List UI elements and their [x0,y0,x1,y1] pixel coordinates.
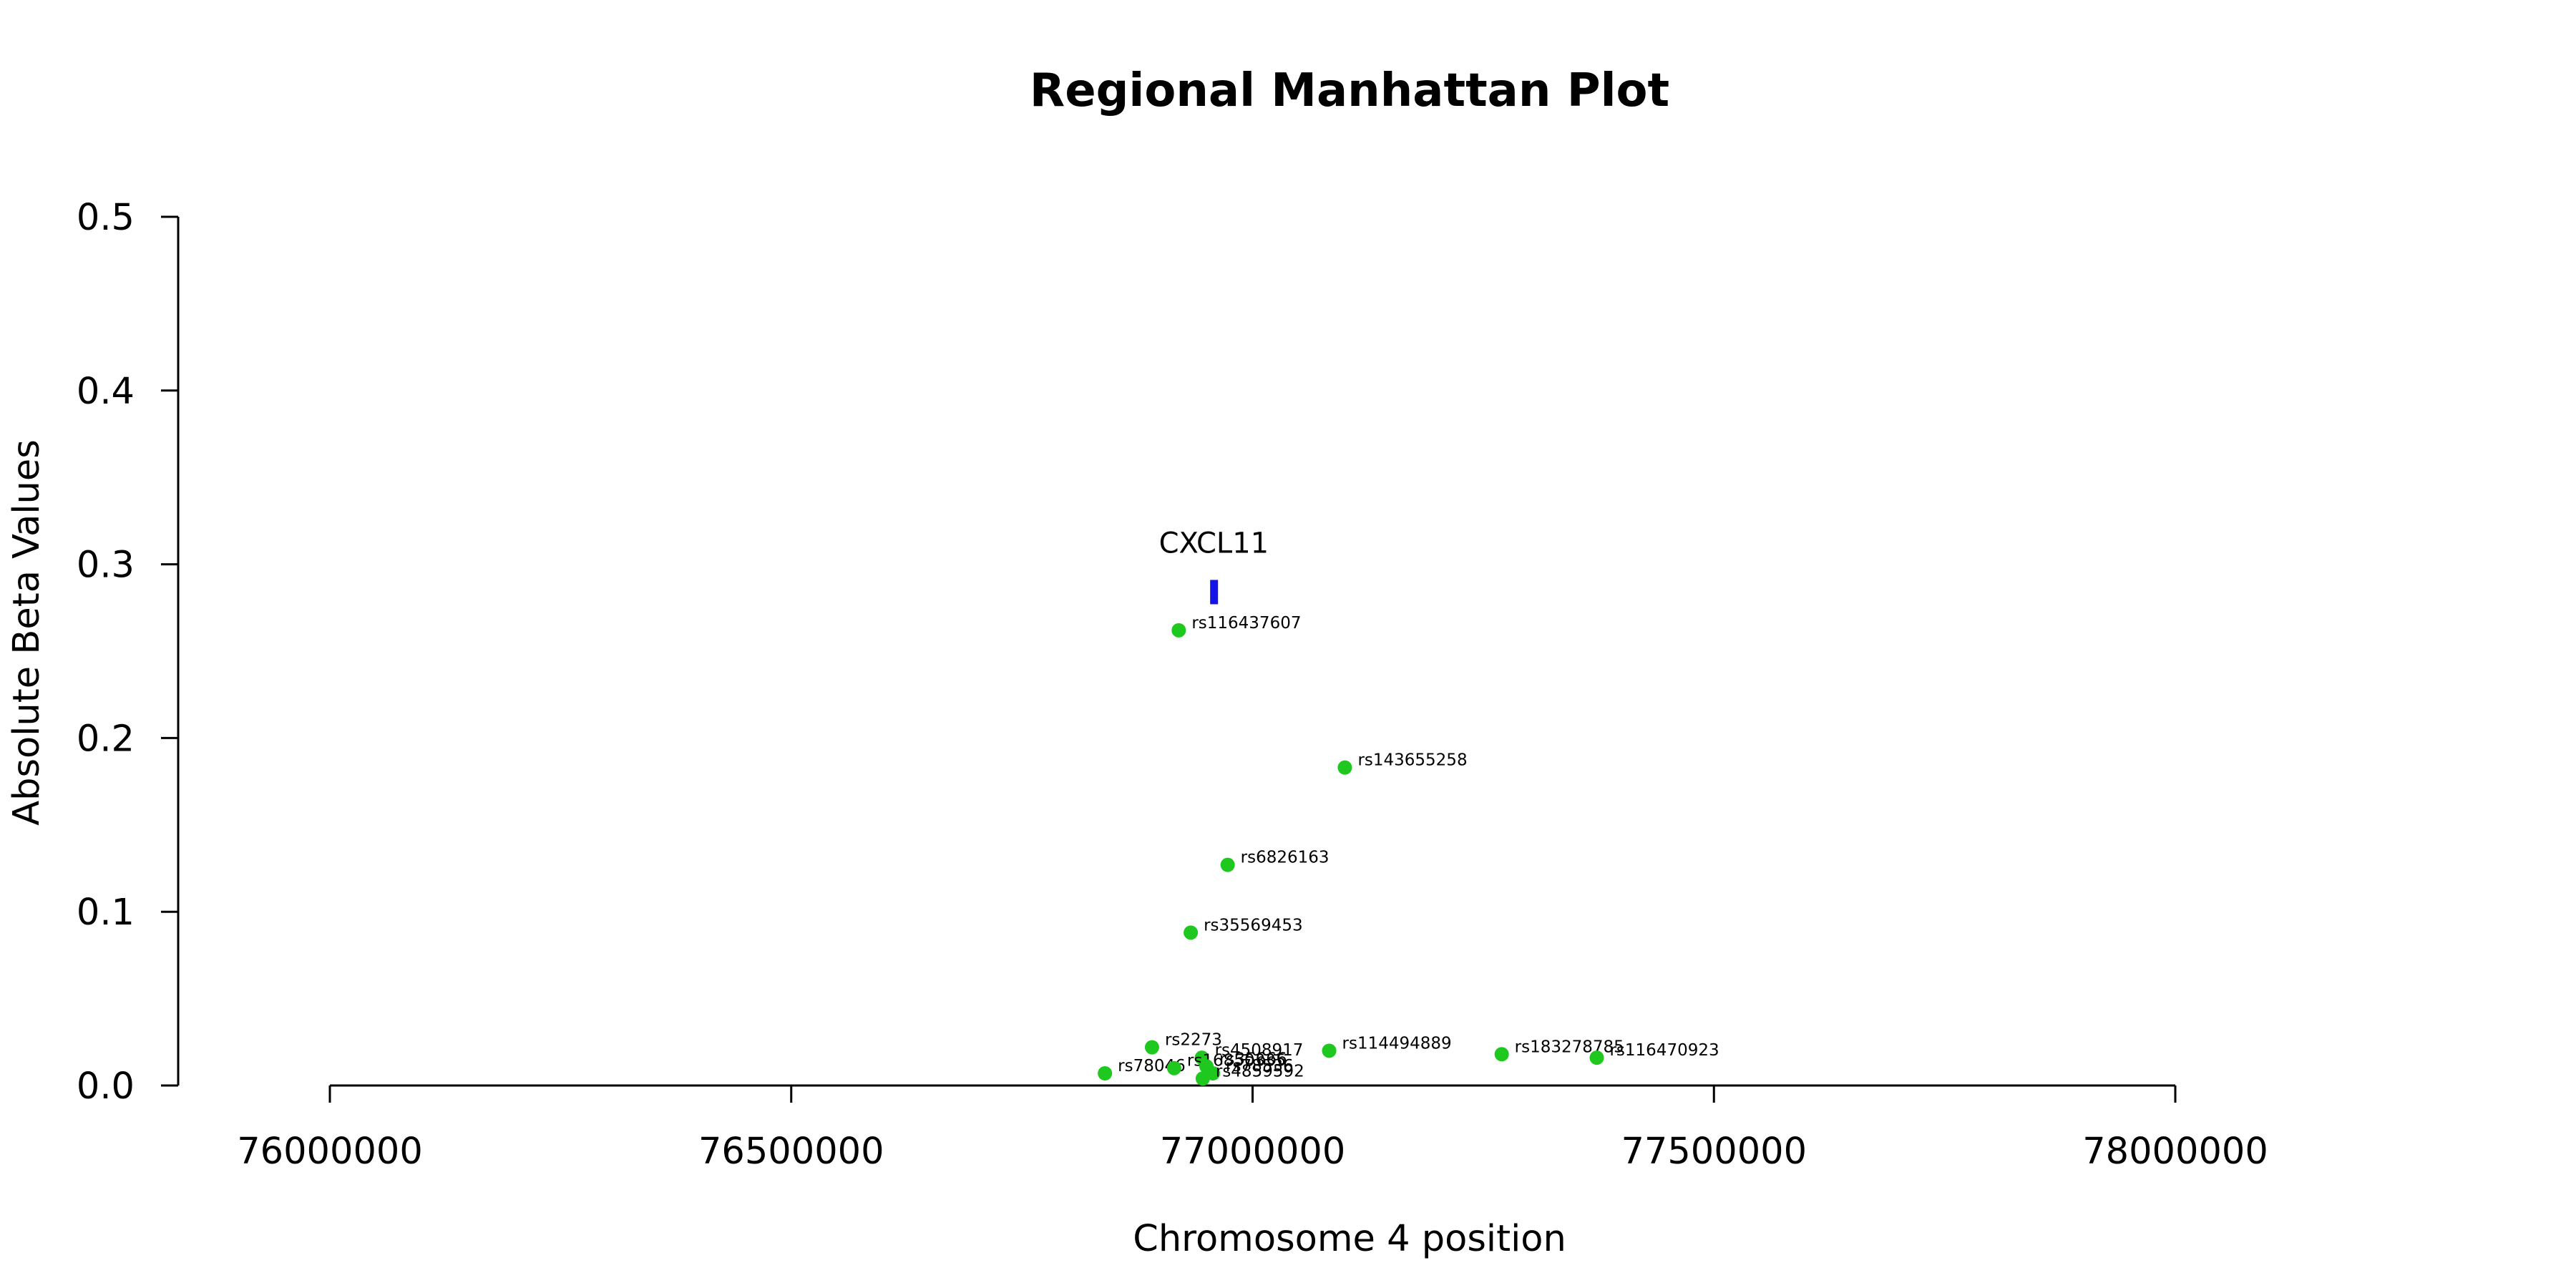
y-tick-label: 0.1 [77,892,135,934]
points-layer: rs116437607 rs143655258 rs6826163 rs3556945… [1098,614,1719,1086]
y-axis-label: Absolute Beta Values [6,439,48,826]
y-axis: 0.0 0.1 0.2 0.3 0.4 0.5 [77,197,180,1108]
x-axis-label: Chromosome 4 position [1133,1218,1566,1260]
snp-point [1171,623,1186,638]
snp-label: rs6826163 [1241,849,1330,867]
x-axis: 76000000 76500000 77000000 77500000 78000000 [237,1084,2268,1173]
snp-label: rs116470923 [1609,1041,1719,1060]
x-tick-label: 76500000 [698,1131,884,1173]
snp-label: rs4508917 [1215,1041,1304,1060]
y-tick-label: 0.5 [77,197,135,239]
gene-layer: CXCL11 [1159,527,1269,605]
snp-label: rs4859592 [1216,1062,1304,1080]
snp-point [1144,1040,1159,1055]
snp-label: rs2273 [1165,1031,1222,1050]
snp-point [1195,1071,1210,1086]
snp-point [1494,1047,1509,1062]
snp-label: rs143655258 [1357,751,1467,770]
x-tick-label: 77000000 [1160,1131,1346,1173]
snp-point [1220,857,1235,872]
y-tick-label: 0.4 [77,371,135,413]
x-tick-label: 77500000 [1621,1131,1807,1173]
snp-label: rs114494889 [1342,1034,1452,1053]
snp-label: rs35569453 [1204,916,1303,935]
snp-point [1337,760,1352,775]
snp-label: rs35666 [1219,1050,1287,1068]
x-tick-label: 76000000 [237,1131,423,1173]
y-tick-label: 0.3 [77,545,135,587]
snp-point [1098,1066,1113,1081]
snp-point [1322,1043,1337,1058]
snp-label: rs78536 [1226,1057,1294,1075]
snp-point [1184,925,1199,940]
snp-label: rs183278785 [1515,1038,1624,1056]
snp-point [1166,1060,1181,1075]
snp-point [1589,1050,1604,1065]
snp-label: rs116437607 [1191,614,1301,633]
y-tick-label: 0.0 [77,1065,135,1108]
gene-label: CXCL11 [1159,527,1269,560]
y-tick-label: 0.2 [77,718,135,760]
chart-title: Regional Manhattan Plot [1030,64,1669,117]
x-tick-label: 78000000 [2082,1131,2268,1173]
gene-bar [1210,580,1219,605]
